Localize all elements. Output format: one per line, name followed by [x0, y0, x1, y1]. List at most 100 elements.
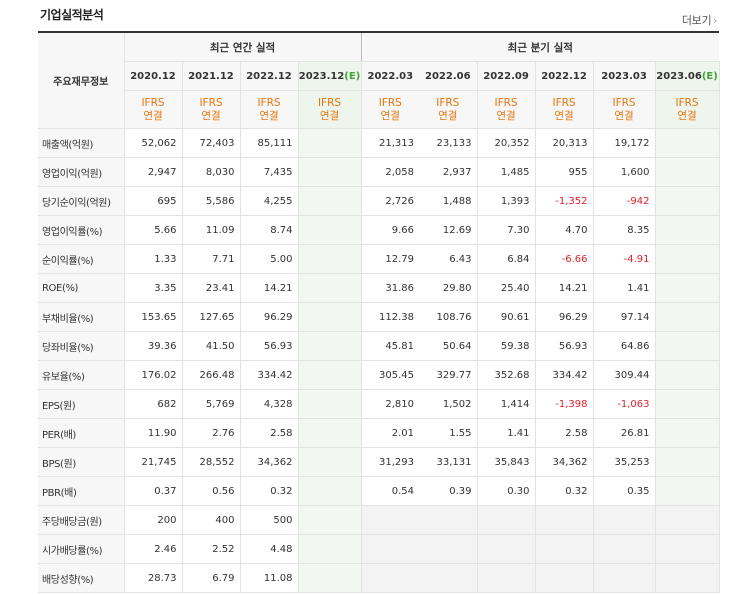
- table-cell: 2,947: [124, 157, 183, 187]
- table-cell: 112.38: [360, 302, 420, 332]
- table-cell: [298, 244, 362, 274]
- table-cell: 0.37: [124, 476, 183, 506]
- period-header: 2022.06: [419, 61, 478, 91]
- ifrs-line2: 연결: [677, 109, 697, 122]
- table-cell: [419, 563, 478, 593]
- table-row: 당좌비율(%) 39.36 41.50 56.93 45.81 50.64 59.38 56.…: [38, 331, 720, 361]
- row-label: PBR(배): [38, 476, 125, 506]
- row-label: PER(배): [38, 418, 125, 448]
- period-year: 2022.03: [367, 70, 414, 82]
- more-link[interactable]: 더보기 ›: [682, 12, 717, 28]
- table-cell: [360, 534, 420, 564]
- table-cell: [655, 505, 720, 535]
- table-cell: 14.21: [535, 273, 594, 303]
- table-cell: 72,403: [182, 128, 241, 158]
- table-cell: 1.33: [124, 244, 183, 274]
- table-cell: [298, 186, 362, 216]
- ifrs-label: IFRS 연결: [182, 90, 241, 129]
- more-label: 더보기: [681, 14, 712, 27]
- table-cell: 0.32: [535, 476, 594, 506]
- table-cell: 0.32: [240, 476, 299, 506]
- ifrs-line2: 연결: [614, 109, 634, 122]
- ifrs-line1: IFRS: [141, 96, 165, 109]
- period-header: 2020.12: [124, 61, 183, 91]
- table-cell: 2.76: [182, 418, 241, 448]
- table-cell: 4,328: [240, 389, 299, 419]
- table-cell: 3.35: [124, 273, 183, 303]
- table-cell: 4,255: [240, 186, 299, 216]
- table-cell: [593, 563, 656, 593]
- table-cell: 1.41: [477, 418, 536, 448]
- table-cell: [593, 505, 656, 535]
- table-cell: 90.61: [477, 302, 536, 332]
- table-cell: [298, 360, 362, 390]
- table-cell: [655, 389, 720, 419]
- table-cell: [535, 534, 594, 564]
- table-cell: [535, 563, 594, 593]
- table-row: 매출액(억원) 52,062 72,403 85,111 21,313 23,133 20,…: [38, 128, 720, 158]
- table-cell: -4.91: [593, 244, 656, 274]
- table-cell: 29.80: [419, 273, 478, 303]
- table-row: 배당성향(%) 28.73 6.79 11.08: [38, 563, 720, 593]
- table-cell: 33,131: [419, 447, 478, 477]
- table-row: 유보율(%) 176.02 266.48 334.42 305.45 329.77 352.…: [38, 360, 720, 390]
- table-cell: 2.01: [360, 418, 420, 448]
- row-label: BPS(원): [38, 447, 125, 477]
- ifrs-line1: IFRS: [494, 96, 518, 109]
- row-label: 매출액(억원): [38, 128, 125, 158]
- table-cell: [477, 563, 536, 593]
- table-cell: 59.38: [477, 331, 536, 361]
- table-cell: 500: [240, 505, 299, 535]
- row-label: ROE(%): [38, 273, 125, 303]
- table-cell: 11.90: [124, 418, 183, 448]
- table-cell: 56.93: [535, 331, 594, 361]
- ifrs-line1: IFRS: [675, 96, 699, 109]
- table-cell: [477, 534, 536, 564]
- table-cell: 2.52: [182, 534, 241, 564]
- section-title: 기업실적분석: [40, 8, 104, 22]
- table-row: 영업이익률(%) 5.66 11.09 8.74 9.66 12.69 7.30 4.70 8.…: [38, 215, 720, 245]
- table-cell: 8,030: [182, 157, 241, 187]
- period-header: 2023.03: [593, 61, 656, 91]
- table-cell: 21,745: [124, 447, 183, 477]
- table-cell: 266.48: [182, 360, 241, 390]
- table-cell: 1,488: [419, 186, 478, 216]
- table-cell: 108.76: [419, 302, 478, 332]
- annual-header: 최근 연간 실적: [124, 32, 362, 62]
- table-cell: 2.58: [535, 418, 594, 448]
- table-cell: 2,058: [360, 157, 420, 187]
- ifrs-label: IFRS 연결: [477, 90, 536, 129]
- period-year: 2021.12: [188, 70, 234, 82]
- table-cell: 31.86: [360, 273, 420, 303]
- ifrs-line1: IFRS: [257, 96, 281, 109]
- table-cell: -1,398: [535, 389, 594, 419]
- table-cell: 23,133: [419, 128, 478, 158]
- table-cell: 41.50: [182, 331, 241, 361]
- table-cell: 2,937: [419, 157, 478, 187]
- table-cell: 52,062: [124, 128, 183, 158]
- chevron-right-icon: ›: [713, 16, 717, 27]
- table-cell: [419, 534, 478, 564]
- table-cell: 6.84: [477, 244, 536, 274]
- table-cell: 5,769: [182, 389, 241, 419]
- table-cell: [298, 476, 362, 506]
- table-cell: [419, 505, 478, 535]
- period-year: 2022.12: [541, 70, 587, 82]
- table-cell: 200: [124, 505, 183, 535]
- table-cell: 5.66: [124, 215, 183, 245]
- table-cell: [593, 534, 656, 564]
- table-row: EPS(원) 682 5,769 4,328 2,810 1,502 1,414 -1,398…: [38, 389, 720, 419]
- table-cell: [655, 563, 720, 593]
- row-label: 부채비율(%): [38, 302, 125, 332]
- period-year: 2022.09: [483, 70, 529, 82]
- table-cell: 153.65: [124, 302, 183, 332]
- table-cell: 31,293: [360, 447, 420, 477]
- table-cell: 5.00: [240, 244, 299, 274]
- table-row: 순이익률(%) 1.33 7.71 5.00 12.79 6.43 6.84 -6.66 -4.…: [38, 244, 720, 274]
- table-cell: 4.70: [535, 215, 594, 245]
- financial-table: 주요재무정보 최근 연간 실적 최근 분기 실적 2020.12 2021.12 2…: [38, 31, 720, 593]
- table-cell: [298, 389, 362, 419]
- period-year: 2022.06: [425, 70, 471, 82]
- row-label: 시가배당률(%): [38, 534, 125, 564]
- table-cell: 1,414: [477, 389, 536, 419]
